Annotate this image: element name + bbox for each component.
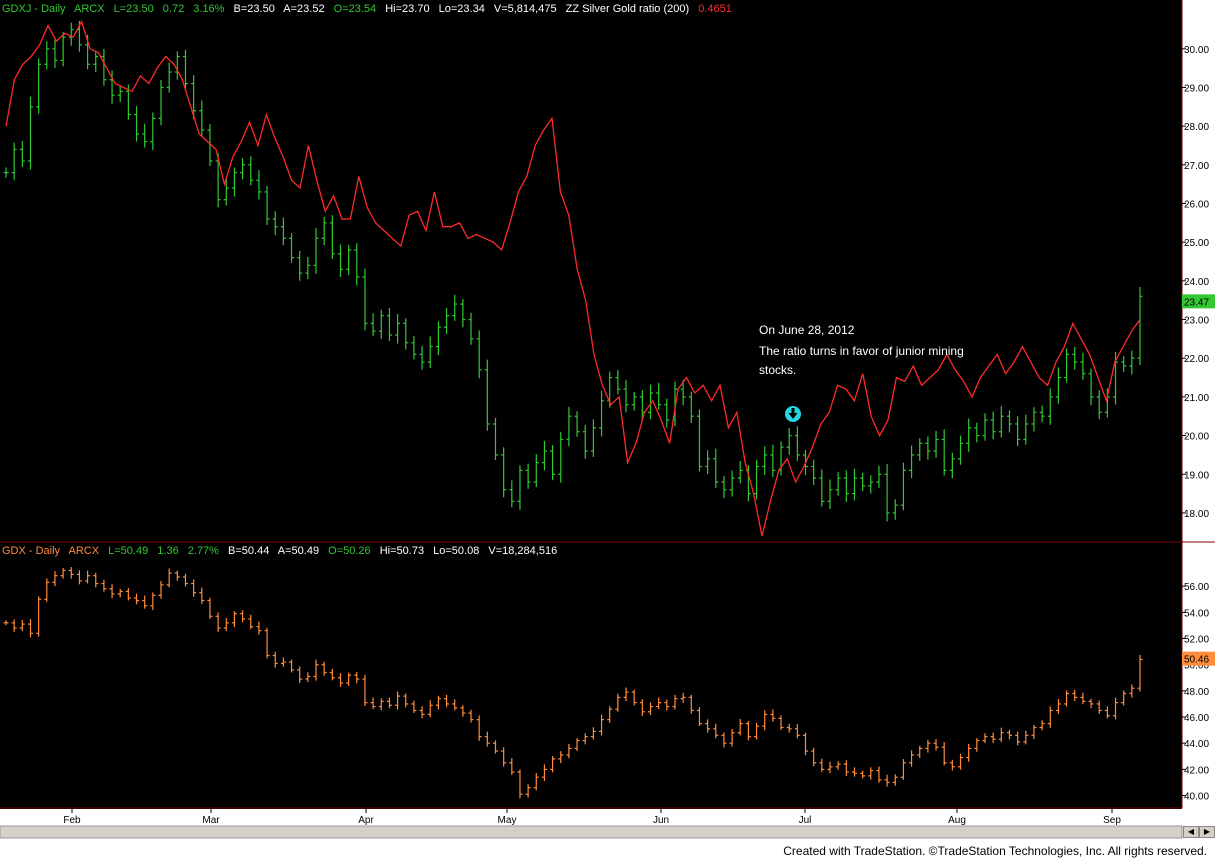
- gdxj-ask: A=23.52: [283, 3, 325, 15]
- gdx-exchange: ARCX: [68, 545, 100, 557]
- gdxj-change-pct: 3.16%: [193, 3, 225, 15]
- last-price-box: [1182, 651, 1215, 666]
- gdxj-low: Lo=23.34: [438, 3, 485, 15]
- last-price-label: 50.46: [1184, 655, 1209, 666]
- axis-tick-label: 24.00: [1184, 277, 1209, 288]
- ratio-indicator-value: 0.4651: [698, 3, 732, 15]
- gdx-price-axis: 56.00 54.00 52.00 50.00 48.00 46.00 44.00 42.00…: [1182, 582, 1215, 803]
- axis-tick-label: 56.00: [1184, 582, 1209, 593]
- arrow-head: [788, 413, 798, 419]
- axis-tick-label: 52.00: [1184, 635, 1209, 646]
- gdxj-bid: B=23.50: [233, 3, 275, 15]
- month-label: May: [498, 815, 517, 826]
- axis-tick-label: 29.00: [1184, 83, 1209, 94]
- annotation-line-3: stocks.: [759, 363, 797, 377]
- gdx-volume: V=18,284,516: [488, 545, 558, 557]
- gdx-last: L=50.49: [108, 545, 149, 557]
- arrow-stem: [791, 408, 795, 414]
- scroll-right-button[interactable]: ▶: [1199, 826, 1215, 838]
- gdxj-change: 0.72: [162, 3, 185, 15]
- gdx-low: Lo=50.08: [433, 545, 480, 557]
- gdxj-exchange: ARCX: [74, 3, 105, 15]
- ratio-line-path: [5, 20, 1141, 537]
- month-label: Mar: [202, 815, 220, 826]
- gdxj-header: GDXJ - Daily ARCX L=23.50 0.72 3.16% B=2…: [2, 3, 738, 15]
- gdx-change: 1.36: [157, 545, 179, 557]
- ratio-indicator-name: ZZ Silver Gold ratio (200): [565, 3, 690, 15]
- axis-tick-label: 46.00: [1184, 713, 1209, 724]
- axis-tick-label: 28.00: [1184, 122, 1209, 133]
- axis-tick-label: 44.00: [1184, 739, 1209, 750]
- scroll-left-button[interactable]: ◀: [1183, 826, 1199, 838]
- axis-tick-label: 18.00: [1184, 509, 1209, 520]
- gdxj-symbol: GDXJ - Daily: [2, 3, 66, 15]
- axis-tick-label: 27.00: [1184, 161, 1209, 172]
- axis-tick-label: 48.00: [1184, 687, 1209, 698]
- gdx-ohlc-bars: [3, 567, 1143, 799]
- gdxj-last: L=23.50: [113, 3, 154, 15]
- month-label: Apr: [358, 815, 374, 826]
- axis-tick-label: 42.00: [1184, 765, 1209, 776]
- gdxj-open: O=23.54: [333, 3, 377, 15]
- time-scrollbar: [0, 825, 1183, 839]
- month-label: Feb: [63, 815, 81, 826]
- axis-tick-label: 50.00: [1184, 661, 1209, 672]
- gdxj-price-axis: 30.00 29.00 28.00 27.00 26.00 25.00 24.00 23.00…: [1182, 45, 1215, 520]
- gdx-bid: B=50.44: [228, 545, 270, 557]
- axis-tick-label: 19.00: [1184, 470, 1209, 481]
- gdx-high: Hi=50.73: [379, 545, 425, 557]
- last-price-box: [1182, 294, 1215, 309]
- month-label: Sep: [1103, 815, 1121, 826]
- axis-tick-label: 23.00: [1184, 316, 1209, 327]
- month-label: Aug: [948, 815, 966, 826]
- chart-background: [0, 0, 1182, 840]
- axis-tick-label: 20.00: [1184, 432, 1209, 443]
- silver-gold-ratio-line: [5, 20, 1141, 537]
- time-axis: Feb Mar Apr May Jun Jul Aug Sep: [0, 808, 1183, 840]
- axis-tick-label: 40.00: [1184, 792, 1209, 803]
- price-axis-background: [1182, 0, 1215, 840]
- last-price-label: 23.47: [1184, 297, 1209, 308]
- axis-tick-label: 26.00: [1184, 200, 1209, 211]
- gdx-ask: A=50.49: [277, 545, 320, 557]
- gdxj-high: Hi=23.70: [385, 3, 430, 15]
- annotation-marker: [785, 406, 801, 422]
- axis-tick-label: 25.00: [1184, 238, 1209, 249]
- gdx-symbol: GDX - Daily: [2, 545, 61, 557]
- axis-tick-label: 30.00: [1184, 45, 1209, 56]
- month-label: Jun: [653, 815, 669, 826]
- axis-tick-label: 22.00: [1184, 354, 1209, 365]
- axis-tick-label: 21.00: [1184, 393, 1209, 404]
- axis-tick-label: 54.00: [1184, 608, 1209, 619]
- annotation-line-2: The ratio turns in favor of junior minin…: [759, 344, 964, 358]
- footer-copyright: Created with TradeStation. ©TradeStation…: [783, 844, 1207, 858]
- month-label: Jul: [799, 815, 812, 826]
- gdxj-volume: V=5,814,475: [493, 3, 557, 15]
- gdx-header: GDX - Daily ARCX L=50.49 1.36 2.77% B=50…: [2, 545, 563, 557]
- gdx-change-pct: 2.77%: [187, 545, 219, 557]
- annotation-line-1: On June 28, 2012: [759, 323, 855, 337]
- gdx-open: O=50.26: [328, 545, 371, 557]
